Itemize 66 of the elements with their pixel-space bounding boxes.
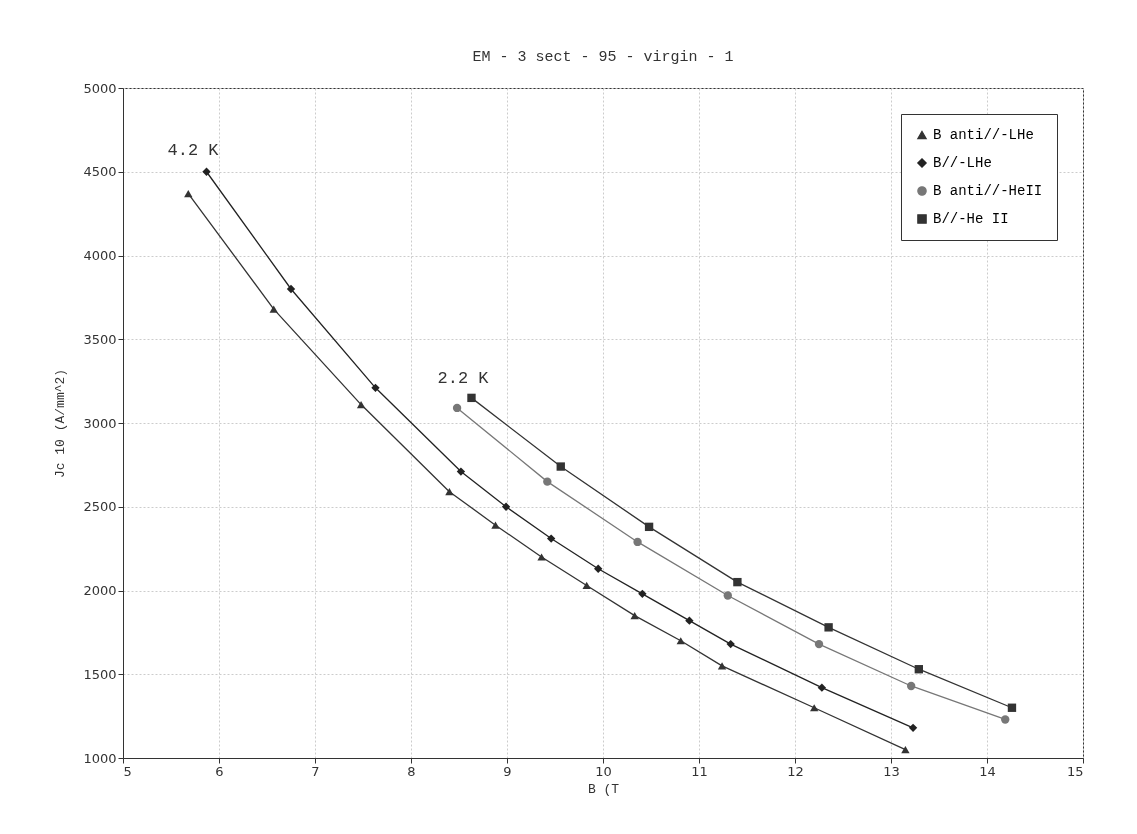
point xyxy=(814,639,824,649)
point xyxy=(269,305,278,313)
point xyxy=(824,623,833,632)
x-tick-label: 7 xyxy=(311,763,320,779)
point xyxy=(1001,715,1010,724)
legend-label: B//-LHe xyxy=(933,155,992,171)
point xyxy=(371,383,380,393)
point xyxy=(726,639,735,649)
chart-title: EM - 3 sect - 95 - virgin - 1 xyxy=(472,49,734,66)
point xyxy=(633,537,642,547)
y-tick-label: 4000 xyxy=(83,248,117,263)
point xyxy=(817,683,827,692)
point xyxy=(906,681,916,691)
x-tick-label: 14 xyxy=(979,763,996,779)
point xyxy=(543,477,552,486)
x-tick-label: 6 xyxy=(215,763,224,779)
y-tick-label: 5000 xyxy=(83,80,117,96)
x-tick-label: 12 xyxy=(787,763,804,779)
x-tick-label: 13 xyxy=(883,763,900,779)
point xyxy=(537,553,546,561)
point xyxy=(676,637,685,645)
point xyxy=(901,746,910,754)
point xyxy=(638,589,647,599)
point xyxy=(491,521,500,529)
point xyxy=(685,616,694,625)
point xyxy=(908,723,918,733)
x-tick-label: 8 xyxy=(407,763,416,779)
y-tick-label: 4500 xyxy=(83,164,117,180)
point xyxy=(594,564,603,573)
annotation: 2.2 K xyxy=(437,369,490,388)
point xyxy=(723,591,732,600)
y-tick-label: 2000 xyxy=(83,583,117,598)
y-tick-label: 1000 xyxy=(83,750,117,766)
point xyxy=(810,704,819,712)
point xyxy=(445,488,454,496)
point xyxy=(356,400,366,409)
point xyxy=(184,189,193,198)
point xyxy=(286,284,296,294)
legend-label: B anti//-LHe xyxy=(933,127,1034,143)
point xyxy=(546,534,556,543)
x-tick-label: 5 xyxy=(123,763,132,779)
point xyxy=(202,167,211,176)
annotation: 4.2 K xyxy=(167,141,220,160)
y-tick-label: 3500 xyxy=(83,331,117,347)
x-tick-label: 15 xyxy=(1066,763,1084,779)
point xyxy=(452,403,462,413)
x-tick-label: 10 xyxy=(595,763,612,779)
point xyxy=(1007,703,1017,712)
x-tick-label: 11 xyxy=(691,763,708,779)
y-axis-title: Jc 10 (A/mm^2) xyxy=(53,368,69,479)
point xyxy=(914,665,924,674)
point xyxy=(556,462,565,471)
x-axis-title: B (T xyxy=(587,781,620,797)
point xyxy=(582,581,591,590)
y-tick-label: 1500 xyxy=(83,666,117,682)
point xyxy=(501,502,511,511)
point xyxy=(467,393,476,403)
point xyxy=(456,467,466,476)
y-tick-label: 3000 xyxy=(83,415,117,431)
point xyxy=(733,577,742,587)
legend-label: B//-He II xyxy=(933,211,1009,227)
point xyxy=(644,522,654,532)
x-tick-label: 9 xyxy=(503,763,512,779)
y-tick-label: 2500 xyxy=(83,499,117,515)
point xyxy=(630,612,639,620)
legend-label: B anti//-HeII xyxy=(933,183,1043,199)
